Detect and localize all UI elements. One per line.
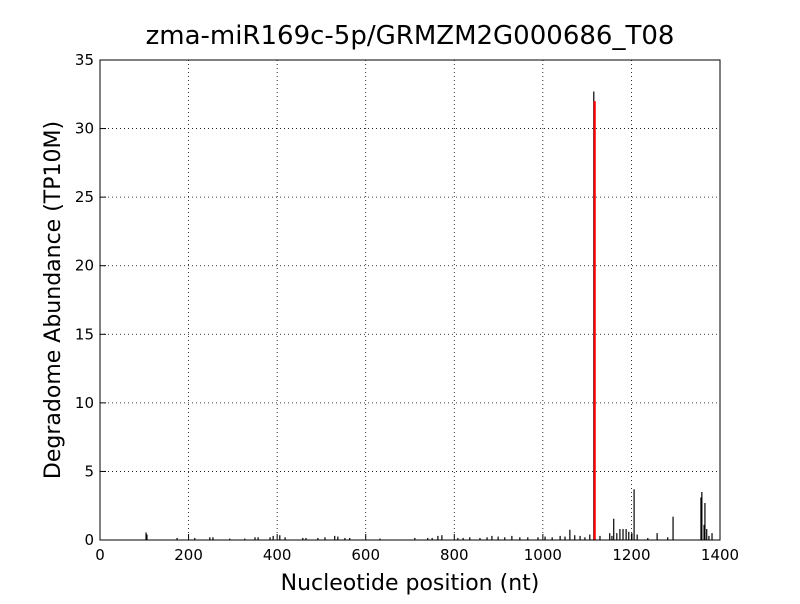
- y-tick-label: 25: [75, 188, 94, 206]
- chart-title: zma-miR169c-5p/GRMZM2G000686_T08: [146, 21, 675, 51]
- y-tick-label: 30: [75, 120, 94, 138]
- y-tick-label: 5: [84, 462, 94, 480]
- y-axis-label: Degradome Abundance (TP10M): [41, 121, 66, 479]
- y-tick-label: 20: [75, 257, 94, 275]
- x-tick-label: 800: [440, 546, 469, 564]
- plot-frame: [99, 59, 721, 541]
- x-axis-label: Nucleotide position (nt): [281, 571, 540, 596]
- y-tick-label: 15: [75, 325, 94, 343]
- x-tick-label: 600: [351, 546, 380, 564]
- x-tick-label: 1400: [701, 546, 739, 564]
- y-tick-label: 0: [84, 531, 94, 549]
- y-tick-label: 35: [75, 51, 94, 69]
- x-tick-label: 1000: [524, 546, 562, 564]
- y-tick-label: 10: [75, 394, 94, 412]
- x-tick-label: 400: [263, 546, 292, 564]
- x-tick-label: 0: [95, 546, 105, 564]
- x-tick-label: 1200: [612, 546, 650, 564]
- x-tick-label: 200: [174, 546, 203, 564]
- plot-area: 0 200 400 600 800 1000 1200 1400 0 5 10 15 20 25 30 35: [75, 51, 739, 564]
